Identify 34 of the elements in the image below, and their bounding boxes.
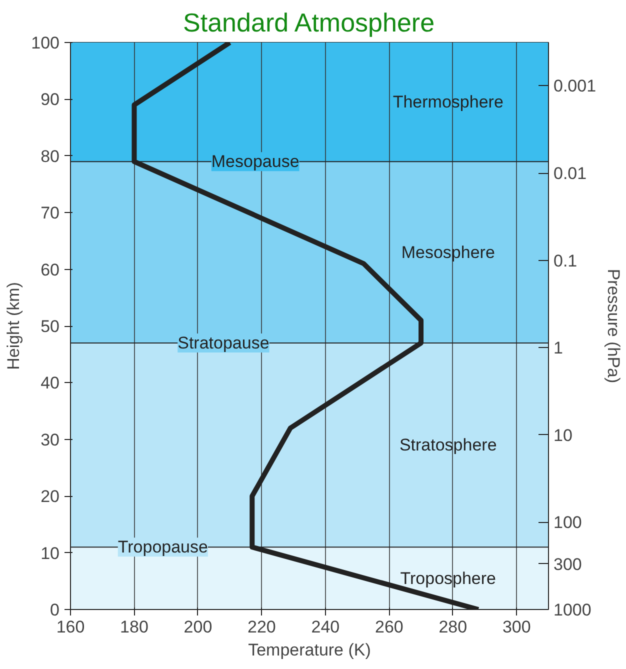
y2-tick-label: 1000 <box>554 600 592 620</box>
y2-tick-label: 100 <box>554 513 582 532</box>
y-tick-label: 0 <box>50 600 60 620</box>
annotation: Stratopause <box>178 334 270 353</box>
y2-tick-label: 10 <box>554 426 572 445</box>
x-tick-label: 220 <box>248 618 276 636</box>
x-tick-label: 260 <box>374 618 404 636</box>
annotation: Mesopause <box>211 152 300 172</box>
y-tick-label: 90 <box>40 90 60 110</box>
y-tick-label: 80 <box>40 146 60 166</box>
x-tick-label: 160 <box>56 618 85 636</box>
y-tick-label: 20 <box>40 487 60 506</box>
y-tick-label: 10 <box>40 544 60 563</box>
annotation: Tropopause <box>118 538 208 557</box>
y-tick-label: 100 <box>31 34 60 52</box>
y2-tick-label: 0.01 <box>554 164 587 183</box>
y-tick-label: 60 <box>40 260 60 280</box>
y2-tick-label: 1 <box>554 338 563 358</box>
x-tick-label: 240 <box>311 618 340 636</box>
y-tick-label: 70 <box>40 204 60 223</box>
x-axis-title: Temperature (K) <box>248 640 371 660</box>
x-tick-label: 300 <box>502 618 531 636</box>
x-tick-label: 200 <box>184 618 212 636</box>
y2-tick-label: 0.1 <box>554 251 578 270</box>
y-tick-label: 50 <box>40 317 60 336</box>
y-tick-label: 40 <box>40 374 60 393</box>
y-axis-title: Height (km) <box>4 282 24 370</box>
y2-tick-label: 300 <box>554 554 582 574</box>
y2-tick-label: 0.001 <box>554 76 596 96</box>
y-tick-label: 30 <box>40 430 60 450</box>
y2-axis-title: Pressure (hPa) <box>604 268 624 384</box>
x-tick-label: 280 <box>438 618 468 636</box>
chart-title: Standard Atmosphere <box>183 8 435 38</box>
x-tick-label: 180 <box>120 618 148 636</box>
